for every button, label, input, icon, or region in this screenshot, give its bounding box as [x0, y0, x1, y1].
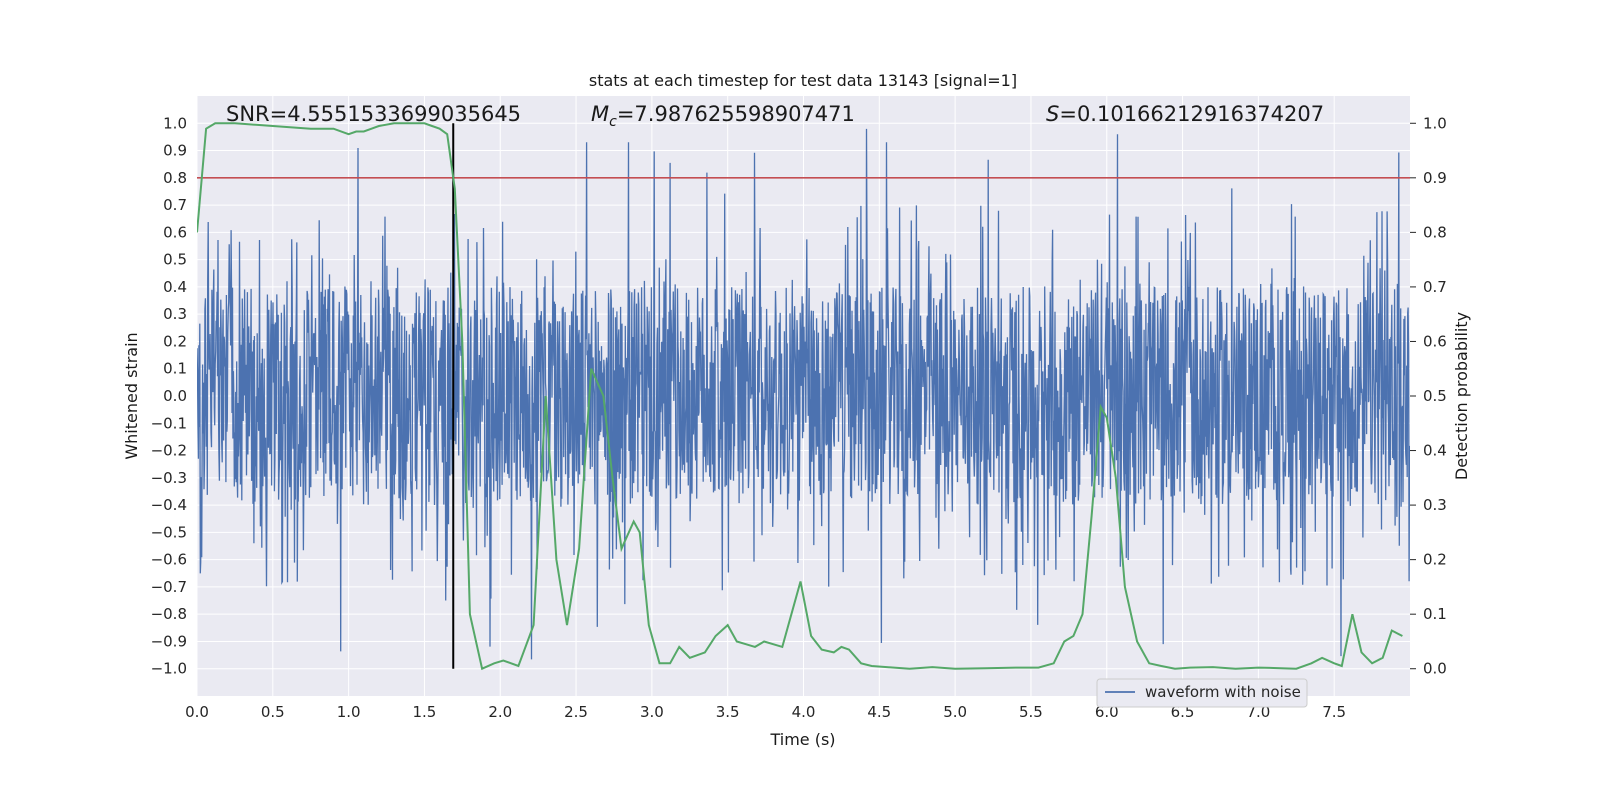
chirp-mass-subscript: c	[609, 114, 617, 130]
legend-box	[1096, 678, 1308, 708]
y-left-tick-label: −0.3	[151, 469, 187, 487]
spin-symbol: S	[1046, 102, 1059, 126]
y-left-tick-label: −0.8	[151, 605, 187, 623]
y-left-tick-label: 0.8	[163, 169, 187, 187]
y-right-tick-label: 0.6	[1423, 332, 1447, 350]
x-tick-label: 7.5	[1322, 703, 1346, 721]
x-tick-label: 2.0	[488, 703, 512, 721]
y-left-tick-label: 0.2	[163, 332, 187, 350]
spin-annotation: S=0.10166212916374207	[1046, 102, 1324, 126]
detection-probability-series	[197, 122, 1403, 671]
chart-title: stats at each timestep for test data 131…	[589, 71, 1017, 90]
y-left-tick-label: 0.3	[163, 305, 187, 323]
y-left-tick-label: 0.6	[163, 223, 187, 241]
y-right-tick-label: 0.0	[1423, 660, 1447, 678]
y-left-tick-label: 0.5	[163, 251, 187, 269]
y-right-tick-label: 0.5	[1423, 387, 1447, 405]
y-left-tick-label: −0.9	[151, 632, 187, 650]
y-left-tick-label: −0.4	[151, 496, 187, 514]
legend-label: waveform with noise	[1145, 683, 1301, 701]
x-tick-label: 0.5	[261, 703, 285, 721]
x-tick-label: 4.0	[792, 703, 816, 721]
y-left-tick-label: 0.1	[163, 360, 187, 378]
y-left-tick-label: 0.7	[163, 196, 187, 214]
x-tick-label: 0.0	[185, 703, 209, 721]
legend: waveform with noise	[1096, 678, 1308, 708]
y-left-tick-label: 1.0	[163, 114, 187, 132]
x-tick-label: 4.5	[867, 703, 891, 721]
y-left-tick-label: 0.0	[163, 387, 187, 405]
y-left-tick-label: −0.2	[151, 442, 187, 460]
y-left-tick-label: −1.0	[151, 660, 187, 678]
y-right-tick-label: 0.2	[1423, 551, 1447, 569]
y-left-axis-ticks: 1.0 0.9 0.8 0.7 0.6 0.5 0.4 0.3 0.2 0.1 0.0 −0.1 −0.…	[151, 114, 187, 677]
y-right-axis-ticks: 0.0 0.1 0.2 0.3 0.4 0.5 0.6 0.7 0.8 0.9 1.0	[1410, 114, 1447, 678]
spin-value: =0.10166212916374207	[1059, 102, 1324, 126]
waveform-series	[197, 128, 1410, 660]
y-right-tick-label: 0.1	[1423, 605, 1447, 623]
chirp-mass-value: =7.987625598907471	[617, 102, 855, 126]
x-axis-label: Time (s)	[769, 730, 835, 749]
y-left-axis-label: Whitened strain	[122, 332, 141, 459]
y-left-tick-label: 0.9	[163, 142, 187, 160]
x-tick-label: 5.5	[1019, 703, 1043, 721]
y-left-tick-label: −0.5	[151, 523, 187, 541]
x-tick-label: 2.5	[564, 703, 588, 721]
y-right-tick-label: 0.7	[1423, 278, 1447, 296]
x-tick-label: 3.0	[640, 703, 664, 721]
y-left-tick-label: −0.6	[151, 551, 187, 569]
y-right-tick-label: 1.0	[1423, 114, 1447, 132]
x-tick-label: 1.0	[337, 703, 361, 721]
x-tick-label: 5.0	[943, 703, 967, 721]
y-right-axis-label: Detection probability	[1452, 312, 1471, 480]
y-left-tick-label: −0.7	[151, 578, 187, 596]
chirp-mass-annotation: Mc=7.987625598907471	[591, 102, 855, 130]
y-left-tick-label: −0.1	[151, 414, 187, 432]
y-left-tick-label: 0.4	[163, 278, 187, 296]
y-right-tick-label: 0.8	[1423, 223, 1447, 241]
x-tick-label: 1.5	[413, 703, 437, 721]
y-right-tick-label: 0.3	[1423, 496, 1447, 514]
chirp-mass-symbol: M	[591, 102, 609, 126]
y-right-tick-label: 0.4	[1423, 442, 1447, 460]
snr-annotation: SNR=4.5551533699035645	[226, 102, 521, 126]
x-tick-label: 3.5	[716, 703, 740, 721]
y-right-tick-label: 0.9	[1423, 169, 1447, 187]
